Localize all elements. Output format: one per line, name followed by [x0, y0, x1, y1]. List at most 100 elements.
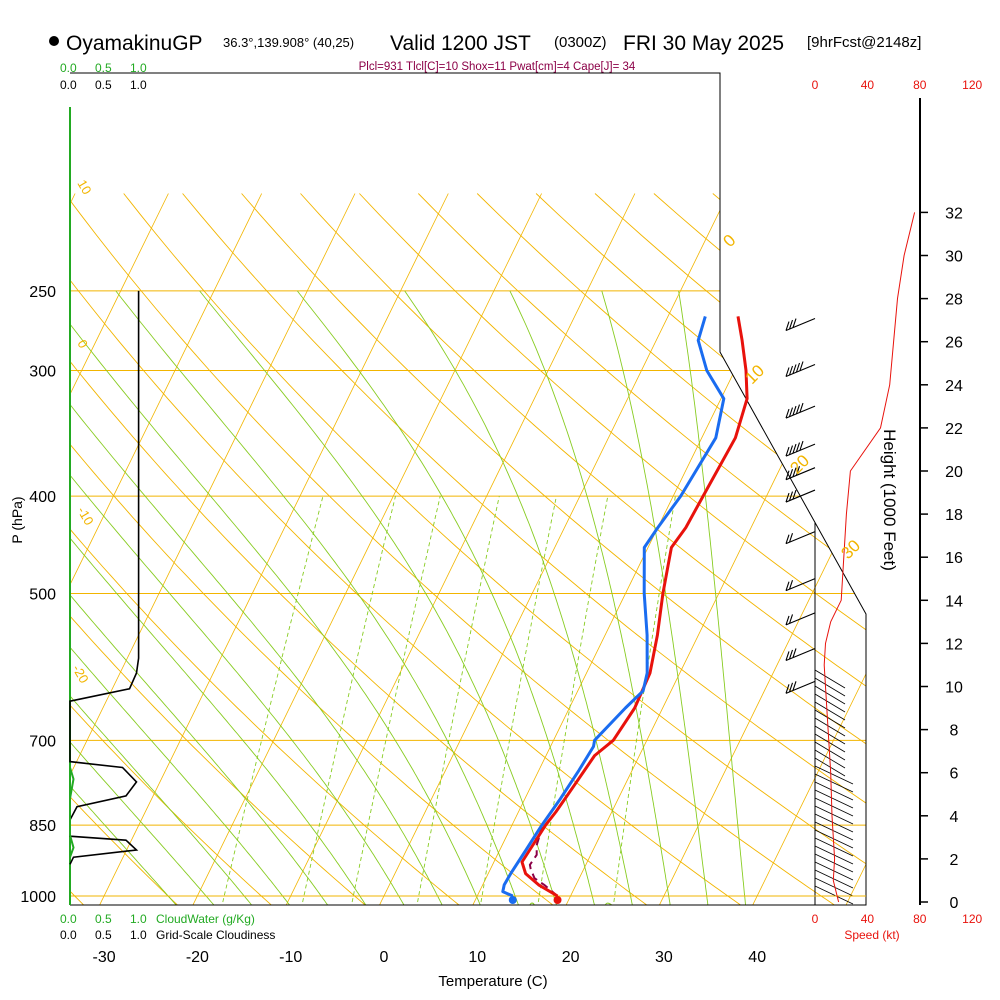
surface-dewpoint-marker — [508, 896, 517, 904]
pressure-tick-label: 250 — [29, 284, 56, 301]
height-tick-label: 16 — [945, 550, 963, 567]
dry-adiabat-line — [70, 193, 196, 905]
moist-adiabat-line — [509, 290, 673, 905]
moist-adiabat-line — [70, 324, 374, 905]
isotherm-line — [70, 193, 263, 905]
wind-speed-panel — [785, 212, 916, 903]
wind-barb — [785, 647, 816, 661]
mixing-ratio-lines: 1 2 3 5 8 12 20 — [220, 495, 676, 920]
temperature-tick-label: -20 — [186, 949, 209, 966]
isotherm-line — [277, 193, 636, 905]
dry-adiabat-line — [123, 193, 866, 905]
moist-adiabats — [70, 290, 748, 905]
dry-adiabat-line — [70, 193, 290, 905]
pressure-tick-label: 1000 — [20, 889, 56, 906]
speed-axis-label: Speed (kt) — [844, 928, 899, 942]
moist-adiabat-line — [199, 290, 561, 905]
cloud-water-scale-top-2: 1.0 — [130, 61, 147, 75]
wind-speed-curve — [823, 212, 916, 903]
temperature-tick-label: 40 — [748, 949, 766, 966]
temperature-line — [520, 316, 749, 898]
low-level-wind-barb — [814, 789, 854, 809]
surface-temperature-marker — [553, 896, 562, 904]
pressure-tick-label: 400 — [29, 489, 56, 506]
height-tick-label: 8 — [950, 723, 959, 740]
wind-barb — [785, 402, 816, 419]
low-level-wind-barb — [814, 725, 846, 745]
cloudiness-label: Grid-Scale Cloudiness — [156, 928, 275, 942]
dry-adiabat-label: 10 — [74, 177, 94, 197]
moist-adiabat-line — [404, 290, 636, 905]
cloudiness-curve — [69, 290, 140, 865]
cloud-water-scale-top-1: 0.5 — [95, 61, 112, 75]
mixing-ratio-line — [220, 495, 324, 905]
cloudiness-scale-top-0: 0.0 — [60, 78, 77, 92]
cloud-water-label: CloudWater (g/Kg) — [156, 912, 255, 926]
mixing-ratio-line — [479, 496, 557, 905]
temperature-tick-label: 10 — [468, 949, 486, 966]
low-level-wind-barb — [814, 709, 846, 729]
isotherm-line — [651, 193, 866, 905]
low-level-wind-barb — [814, 765, 854, 785]
pressure-tick-label: 700 — [29, 733, 56, 750]
low-level-wind-barb — [814, 781, 854, 801]
y-axis-label: P (hPa) — [9, 496, 25, 543]
dry-adiabat-line — [594, 193, 866, 905]
height-tick-label: 28 — [945, 292, 963, 309]
low-level-wind-barb — [814, 877, 854, 897]
stability-indices: Plcl=931 Tlcl[C]=10 Shox=11 Pwat[cm]=4 C… — [359, 61, 636, 73]
dry-adiabat-line — [70, 193, 860, 905]
speed-tick-label: 80 — [913, 78, 927, 92]
speed-tick-label: 120 — [962, 78, 982, 92]
x-axis-label: Temperature (C) — [438, 973, 547, 990]
dry-adiabat-line — [476, 193, 866, 905]
isotherm-line — [70, 193, 76, 905]
wind-barb — [785, 361, 816, 378]
moist-adiabat-line — [70, 461, 225, 905]
speed-tick-label: 40 — [861, 912, 875, 926]
pressure-tick-label: 500 — [29, 586, 56, 603]
pressure-tick-label: 850 — [29, 818, 56, 835]
height-tick-label: 6 — [950, 766, 959, 783]
isotherm-line — [91, 193, 449, 905]
mixing-ratio-label: 20 — [597, 899, 617, 919]
isotherm-line — [371, 193, 729, 905]
isotherm-line — [931, 194, 1000, 922]
wind-barb — [785, 318, 816, 332]
low-level-wind-barb — [814, 821, 854, 841]
mixing-ratio-label: 3 — [336, 906, 353, 920]
wind-barb — [785, 578, 816, 592]
mixing-ratio-line — [415, 496, 500, 905]
valid-time: Valid 1200 JST — [390, 32, 531, 55]
low-level-wind-barb — [814, 797, 854, 817]
low-level-wind-barb — [814, 717, 846, 737]
cloud-water-scale-bottom-1: 0.5 — [95, 912, 112, 926]
wind-barb — [785, 612, 816, 626]
speed-tick-label: 40 — [861, 78, 875, 92]
cloudiness-scale-bottom-1: 0.5 — [95, 928, 112, 942]
dry-adiabats — [70, 193, 866, 905]
height-tick-label: 0 — [950, 895, 959, 912]
low-level-wind-barb — [814, 685, 846, 705]
mixing-ratio-line — [536, 496, 609, 905]
cloud-water-scale-bottom-0: 0.0 — [60, 912, 77, 926]
mixing-ratio-label: 8 — [465, 906, 482, 920]
mixing-ratio-line — [300, 495, 396, 905]
dry-adiabat-label-right: 0 — [719, 231, 739, 251]
temperature-tick-label: 20 — [562, 949, 580, 966]
cloudiness-scale-bottom-0: 0.0 — [60, 928, 77, 942]
height-tick-label: 20 — [945, 464, 963, 481]
dry-adiabat-line — [182, 193, 866, 905]
pressure-tick-label: 300 — [29, 364, 56, 381]
wind-barb — [785, 466, 816, 481]
speed-tick-label: 0 — [812, 78, 819, 92]
low-level-wind-barb — [814, 701, 846, 721]
isotherm-line — [70, 193, 169, 905]
header: OyamakinuGP 36.3°,139.908° (40,25) Valid… — [49, 32, 921, 73]
cloudiness-scale-top-2: 1.0 — [130, 78, 147, 92]
moist-adiabat-line — [70, 398, 300, 905]
moist-adiabat-line — [70, 290, 449, 905]
cloud-water-scale-bottom-2: 1.0 — [130, 912, 147, 926]
height-tick-label: 14 — [945, 593, 963, 610]
